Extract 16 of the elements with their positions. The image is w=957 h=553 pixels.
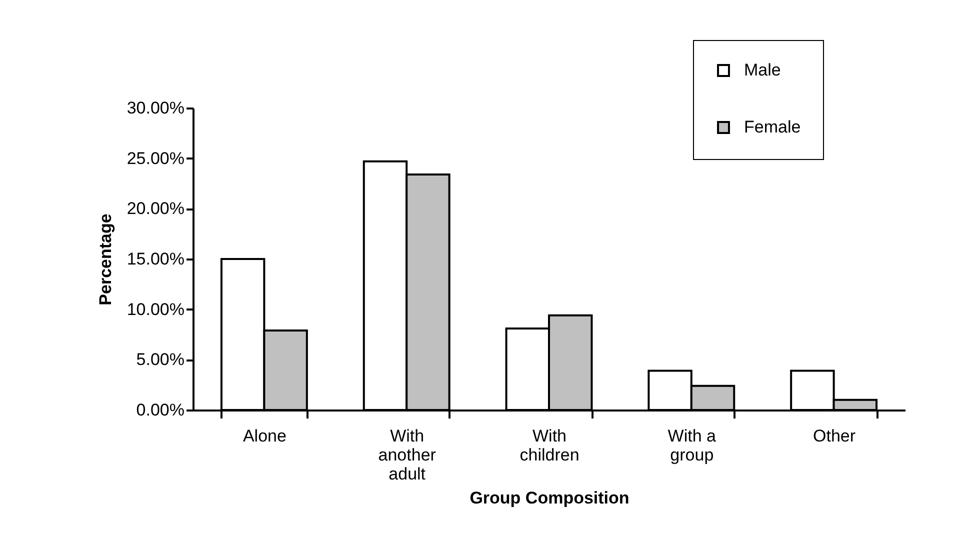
legend-label: Male (744, 60, 781, 80)
y-tick-label: 25.00% (126, 148, 184, 168)
x-tick-label: With children (520, 426, 580, 464)
x-tick-label: Alone (242, 426, 286, 446)
y-tick-label: 0.00% (136, 400, 184, 420)
x-tick-label: Other (813, 426, 856, 446)
y-tick-label: 15.00% (126, 250, 184, 268)
y-tick-label: 20.00% (126, 199, 184, 218)
y-tick-label: 30.00% (126, 98, 184, 118)
x-axis-title: Group Composition (470, 488, 630, 508)
y-tick-label: 5.00% (136, 350, 184, 370)
x-tick-label: With a group (668, 426, 717, 464)
y-axis-title: Percentage (96, 214, 115, 306)
y-tick-label: 10.00% (126, 300, 184, 319)
legend-label: Female (744, 118, 801, 136)
x-tick-label: With another adult (378, 426, 436, 484)
